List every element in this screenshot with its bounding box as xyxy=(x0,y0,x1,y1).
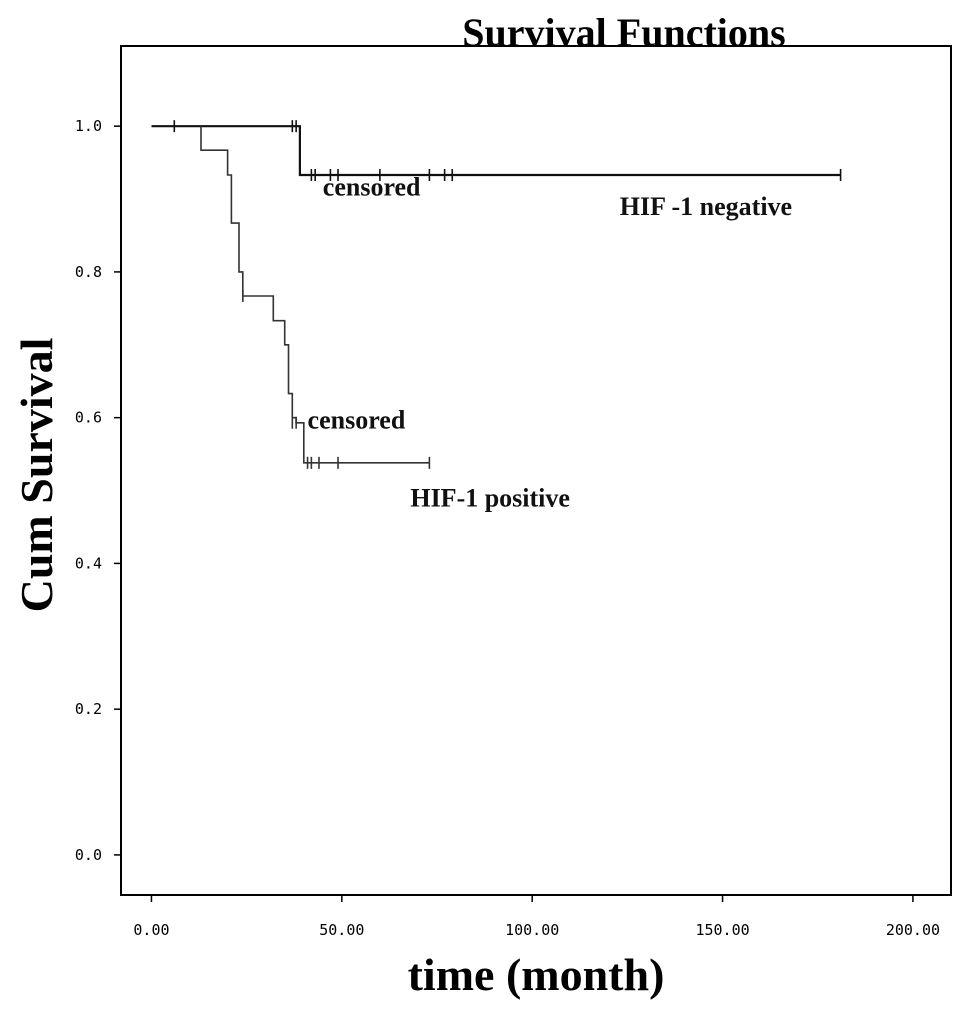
y-tick-label: 0.0 xyxy=(75,846,102,864)
y-tick-label: 0.2 xyxy=(75,700,102,718)
y-axis-title: Cum Survival xyxy=(11,338,62,613)
chart-title: Survival Functions xyxy=(462,10,785,55)
y-axis-ticks: 0.0 0.2 0.4 0.6 0.8 1.0 xyxy=(75,117,121,864)
x-axis-ticks: 0.00 50.00 100.00 150.00 200.00 xyxy=(133,895,940,939)
y-tick-label: 0.6 xyxy=(75,409,102,427)
annotation-label: censored xyxy=(308,406,406,435)
x-axis-title: time (month) xyxy=(408,949,665,1000)
y-tick-label: 0.8 xyxy=(75,263,102,281)
series-layer xyxy=(151,120,842,469)
x-tick-label: 200.00 xyxy=(886,921,940,939)
plot-frame xyxy=(120,45,952,896)
x-tick-label: 150.00 xyxy=(695,921,749,939)
annotation-layer: censored HIF -1 negative censored HIF-1 pos… xyxy=(308,172,793,512)
series-line-hif1-negative xyxy=(151,125,841,177)
x-tick-label: 50.00 xyxy=(319,921,364,939)
annotation-label: HIF-1 positive xyxy=(410,484,570,513)
y-tick-label: 1.0 xyxy=(75,117,102,135)
annotation-label: censored xyxy=(323,172,421,201)
annotation-label: HIF -1 negative xyxy=(620,192,792,221)
x-tick-label: 100.00 xyxy=(505,921,559,939)
y-tick-label: 0.4 xyxy=(75,554,102,572)
x-tick-label: 0.00 xyxy=(133,921,169,939)
